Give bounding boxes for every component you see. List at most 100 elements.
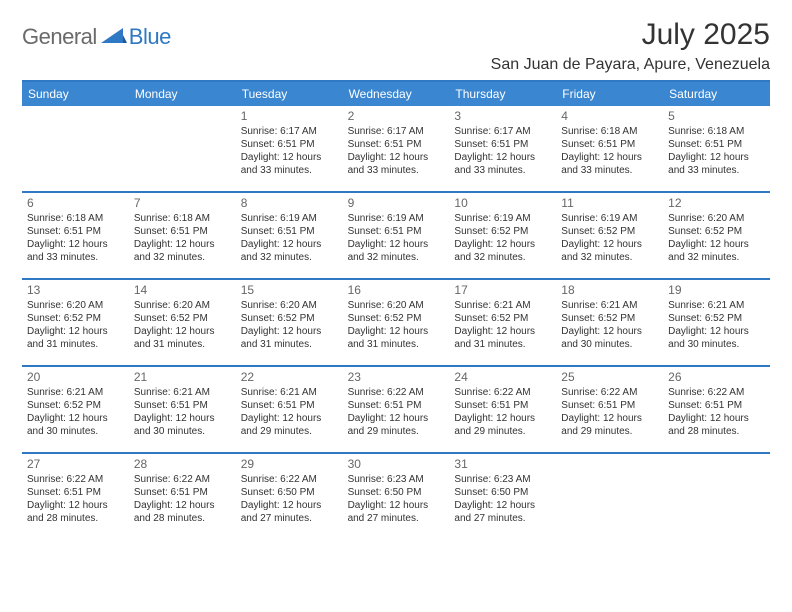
daylight-text: Daylight: 12 hours and 27 minutes.: [348, 499, 445, 525]
daylight-text: Daylight: 12 hours and 28 minutes.: [27, 499, 124, 525]
sunrise-text: Sunrise: 6:22 AM: [134, 473, 231, 486]
day-number: 14: [134, 283, 231, 297]
sunrise-text: Sunrise: 6:22 AM: [561, 386, 658, 399]
day-number: 26: [668, 370, 765, 384]
day-number: 20: [27, 370, 124, 384]
sunset-text: Sunset: 6:50 PM: [348, 486, 445, 499]
calendar-cell: 27 Sunrise: 6:22 AMSunset: 6:51 PMDayligh…: [22, 454, 129, 539]
day-number: 18: [561, 283, 658, 297]
daylight-text: Daylight: 12 hours and 30 minutes.: [561, 325, 658, 351]
sunrise-text: Sunrise: 6:22 AM: [27, 473, 124, 486]
weekday-label: Monday: [129, 82, 236, 106]
daylight-text: Daylight: 12 hours and 31 minutes.: [27, 325, 124, 351]
day-number: 9: [348, 196, 445, 210]
sunrise-text: Sunrise: 6:20 AM: [348, 299, 445, 312]
calendar-page: General Blue July 2025 San Juan de Payar…: [0, 0, 792, 549]
day-number: 24: [454, 370, 551, 384]
calendar-cell: [556, 454, 663, 539]
sunrise-text: Sunrise: 6:18 AM: [561, 125, 658, 138]
sunrise-text: Sunrise: 6:18 AM: [27, 212, 124, 225]
sunrise-text: Sunrise: 6:20 AM: [134, 299, 231, 312]
daylight-text: Daylight: 12 hours and 29 minutes.: [241, 412, 338, 438]
day-number: 29: [241, 457, 338, 471]
calendar-cell: 3Sunrise: 6:17 AMSunset: 6:51 PMDaylight…: [449, 106, 556, 191]
sunset-text: Sunset: 6:52 PM: [134, 312, 231, 325]
calendar-cell: [129, 106, 236, 191]
sunset-text: Sunset: 6:51 PM: [241, 399, 338, 412]
daylight-text: Daylight: 12 hours and 30 minutes.: [27, 412, 124, 438]
daylight-text: Daylight: 12 hours and 32 minutes.: [454, 238, 551, 264]
day-number: 16: [348, 283, 445, 297]
day-number: 22: [241, 370, 338, 384]
daylight-text: Daylight: 12 hours and 33 minutes.: [668, 151, 765, 177]
daylight-text: Daylight: 12 hours and 32 minutes.: [241, 238, 338, 264]
sunset-text: Sunset: 6:51 PM: [668, 138, 765, 151]
calendar-cell: 16Sunrise: 6:20 AMSunset: 6:52 PMDayligh…: [343, 280, 450, 365]
sunrise-text: Sunrise: 6:22 AM: [241, 473, 338, 486]
calendar-cell: 1Sunrise: 6:17 AMSunset: 6:51 PMDaylight…: [236, 106, 343, 191]
weekday-label: Thursday: [449, 82, 556, 106]
sunrise-text: Sunrise: 6:18 AM: [668, 125, 765, 138]
brand-triangle-icon: [101, 26, 127, 49]
daylight-text: Daylight: 12 hours and 28 minutes.: [668, 412, 765, 438]
day-number: 2: [348, 109, 445, 123]
calendar-cell: 19Sunrise: 6:21 AMSunset: 6:52 PMDayligh…: [663, 280, 770, 365]
daylight-text: Daylight: 12 hours and 31 minutes.: [241, 325, 338, 351]
header: General Blue July 2025 San Juan de Payar…: [22, 18, 770, 74]
day-number: 23: [348, 370, 445, 384]
daylight-text: Daylight: 12 hours and 31 minutes.: [454, 325, 551, 351]
calendar-cell: 25Sunrise: 6:22 AMSunset: 6:51 PMDayligh…: [556, 367, 663, 452]
calendar-cell: [22, 106, 129, 191]
sunset-text: Sunset: 6:51 PM: [27, 225, 124, 238]
sunset-text: Sunset: 6:51 PM: [241, 138, 338, 151]
daylight-text: Daylight: 12 hours and 32 minutes.: [134, 238, 231, 264]
sunrise-text: Sunrise: 6:19 AM: [241, 212, 338, 225]
sunrise-text: Sunrise: 6:22 AM: [668, 386, 765, 399]
sunset-text: Sunset: 6:52 PM: [668, 225, 765, 238]
calendar-cell: 15Sunrise: 6:20 AMSunset: 6:52 PMDayligh…: [236, 280, 343, 365]
sunset-text: Sunset: 6:51 PM: [561, 138, 658, 151]
weekday-label: Tuesday: [236, 82, 343, 106]
daylight-text: Daylight: 12 hours and 27 minutes.: [454, 499, 551, 525]
sunrise-text: Sunrise: 6:20 AM: [668, 212, 765, 225]
daylight-text: Daylight: 12 hours and 33 minutes.: [27, 238, 124, 264]
daylight-text: Daylight: 12 hours and 31 minutes.: [348, 325, 445, 351]
sunset-text: Sunset: 6:51 PM: [348, 225, 445, 238]
calendar-cell: 28Sunrise: 6:22 AMSunset: 6:51 PMDayligh…: [129, 454, 236, 539]
day-number: 10: [454, 196, 551, 210]
calendar-cell: 31Sunrise: 6:23 AMSunset: 6:50 PMDayligh…: [449, 454, 556, 539]
calendar-cell: 11Sunrise: 6:19 AMSunset: 6:52 PMDayligh…: [556, 193, 663, 278]
brand-logo: General Blue: [22, 24, 171, 50]
sunset-text: Sunset: 6:52 PM: [454, 312, 551, 325]
day-number: 15: [241, 283, 338, 297]
calendar-cell: 26Sunrise: 6:22 AMSunset: 6:51 PMDayligh…: [663, 367, 770, 452]
location-text: San Juan de Payara, Apure, Venezuela: [491, 56, 770, 74]
weekday-label: Friday: [556, 82, 663, 106]
month-title: July 2025: [491, 18, 770, 52]
calendar-cell: 29Sunrise: 6:22 AMSunset: 6:50 PMDayligh…: [236, 454, 343, 539]
day-number: 30: [348, 457, 445, 471]
calendar-cell: [663, 454, 770, 539]
day-number: 19: [668, 283, 765, 297]
sunrise-text: Sunrise: 6:21 AM: [27, 386, 124, 399]
weekday-label: Wednesday: [343, 82, 450, 106]
sunrise-text: Sunrise: 6:21 AM: [241, 386, 338, 399]
sunrise-text: Sunrise: 6:22 AM: [454, 386, 551, 399]
daylight-text: Daylight: 12 hours and 27 minutes.: [241, 499, 338, 525]
sunset-text: Sunset: 6:51 PM: [27, 486, 124, 499]
sunset-text: Sunset: 6:52 PM: [27, 399, 124, 412]
sunrise-text: Sunrise: 6:18 AM: [134, 212, 231, 225]
day-number: 27: [27, 457, 124, 471]
weekday-label: Saturday: [663, 82, 770, 106]
calendar-cell: 8Sunrise: 6:19 AMSunset: 6:51 PMDaylight…: [236, 193, 343, 278]
day-number: 13: [27, 283, 124, 297]
sunrise-text: Sunrise: 6:17 AM: [348, 125, 445, 138]
calendar-cell: 6Sunrise: 6:18 AMSunset: 6:51 PMDaylight…: [22, 193, 129, 278]
calendar-cell: 14Sunrise: 6:20 AMSunset: 6:52 PMDayligh…: [129, 280, 236, 365]
calendar-cell: 30Sunrise: 6:23 AMSunset: 6:50 PMDayligh…: [343, 454, 450, 539]
sunrise-text: Sunrise: 6:21 AM: [668, 299, 765, 312]
sunset-text: Sunset: 6:51 PM: [561, 399, 658, 412]
day-number: 11: [561, 196, 658, 210]
weekday-label: Sunday: [22, 82, 129, 106]
daylight-text: Daylight: 12 hours and 30 minutes.: [134, 412, 231, 438]
